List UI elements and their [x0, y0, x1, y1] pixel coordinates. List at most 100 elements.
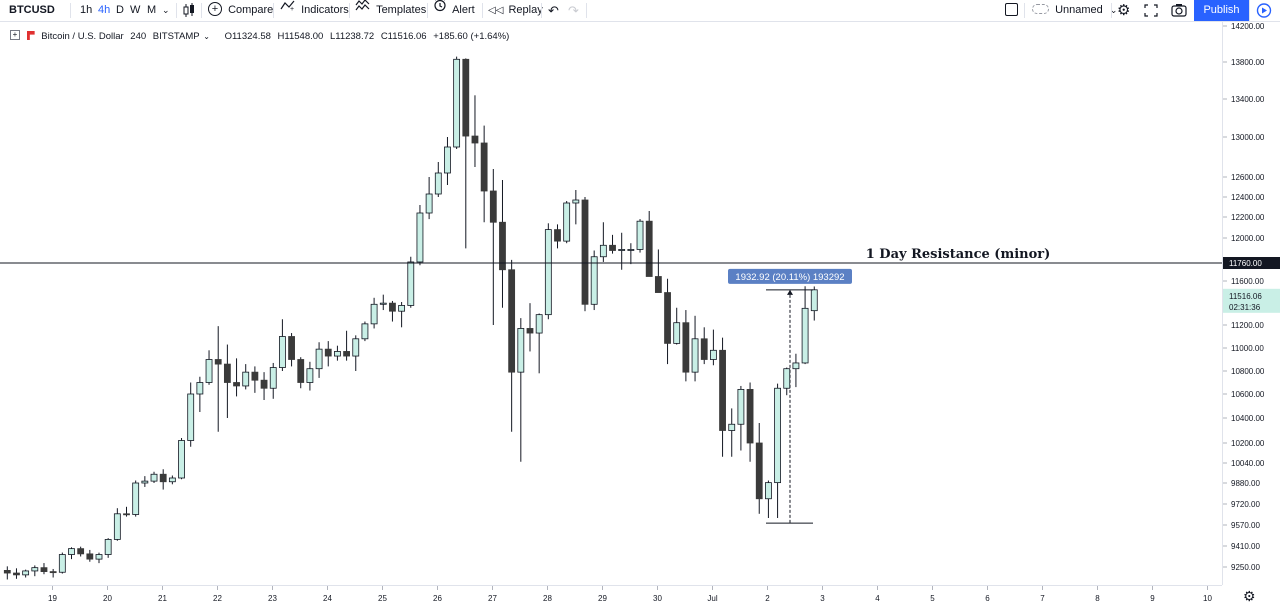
undo-icon[interactable]: ↶ — [548, 3, 559, 18]
candle-body-down — [755, 442, 763, 500]
price-tick-label: 9410.00 — [1231, 542, 1260, 551]
candle-body-down — [581, 199, 589, 305]
candle-body-down — [343, 351, 350, 357]
candle-body-up — [315, 348, 323, 370]
candle-body-up — [774, 387, 781, 484]
candle-body-up — [416, 212, 424, 263]
time-tick-label: 10 — [1203, 594, 1212, 603]
camera-icon[interactable] — [1171, 0, 1187, 21]
candle — [609, 234, 616, 254]
candle — [233, 358, 240, 397]
candle — [554, 224, 561, 249]
candle — [627, 243, 635, 265]
candle — [68, 547, 75, 560]
candle — [242, 364, 250, 390]
candle-body-down — [297, 359, 305, 383]
legend-interval: 240 — [130, 31, 147, 42]
candle-body-down — [508, 269, 516, 373]
interval-d-button[interactable]: D — [116, 4, 124, 16]
time-axis[interactable]: 19 20 21 22 23 24 25 26 27 28 29 30 Jul 2 3 4 5 6 7 8 9 10 — [0, 585, 1222, 607]
toolbar-divider — [70, 3, 71, 18]
candle — [187, 382, 195, 447]
redo-icon[interactable]: ↷ — [568, 3, 579, 18]
candle — [104, 538, 112, 558]
candle-body-down — [3, 570, 11, 574]
indicators-button[interactable]: + Indicators — [280, 0, 349, 21]
candles-group — [3, 56, 818, 580]
candle — [343, 330, 350, 361]
interval-w-button[interactable]: W — [130, 4, 141, 16]
candle-body-up — [58, 554, 66, 573]
fullscreen-icon[interactable] — [1144, 0, 1158, 21]
toolbar-divider — [586, 3, 587, 18]
legend-dropdown-icon[interactable]: ⌄ — [203, 32, 210, 41]
candle — [123, 506, 130, 517]
legend-symbol-title[interactable]: Bitcoin / U.S. Dollar — [41, 31, 124, 42]
time-tick-label: 30 — [653, 594, 662, 603]
time-tick-label: 27 — [488, 594, 497, 603]
candle-body-down — [654, 276, 662, 293]
last-price-tag — [1223, 288, 1280, 313]
candle-body-up — [572, 199, 580, 204]
collapse-legend-icon[interactable]: + — [10, 30, 20, 41]
candle — [691, 315, 699, 382]
candle — [499, 180, 506, 308]
svg-text:+: + — [290, 6, 294, 11]
candle — [581, 197, 589, 312]
candle — [352, 335, 360, 371]
settings-gear-icon[interactable]: ⚙ — [1117, 2, 1131, 19]
price-tick-label: 12400.00 — [1231, 193, 1265, 202]
replay-rewind-icon: ◁◁ — [488, 5, 504, 16]
interval-m-button[interactable]: M — [147, 4, 157, 16]
symbol-search-button[interactable]: BTCUSD — [9, 4, 55, 16]
publish-button[interactable]: Publish — [1194, 0, 1249, 21]
interval-1h-button[interactable]: 1h — [80, 4, 93, 16]
intervals-dropdown-icon[interactable]: ⌄ — [162, 5, 170, 15]
candle-body-up — [636, 220, 644, 250]
candle — [168, 475, 176, 485]
candle — [572, 190, 580, 225]
fullscreen-toggle-icon[interactable] — [1005, 0, 1018, 21]
candle-body-up — [141, 480, 149, 484]
candle — [462, 58, 470, 249]
candle — [471, 95, 479, 167]
time-tick-label: 19 — [48, 594, 57, 603]
candle-body-down — [645, 220, 653, 277]
candle-body-up — [691, 338, 699, 373]
candle — [324, 341, 332, 367]
candle — [205, 350, 213, 385]
candle — [86, 549, 94, 562]
measure-label-bg — [728, 268, 852, 284]
compare-button[interactable]: + Compare — [208, 0, 273, 21]
candle-body-up — [673, 322, 681, 344]
layout-name: Unnamed — [1055, 4, 1103, 16]
cloud-icon — [1032, 4, 1049, 15]
legend-close: C11516.06 — [380, 31, 427, 42]
candle-body-up — [150, 473, 158, 482]
layout-menu-button[interactable]: Unnamed ⌄ — [1032, 0, 1117, 21]
price-axis[interactable]: 14200.00 13800.00 13400.00 13000.00 12600.00… — [1222, 22, 1280, 585]
candle — [370, 297, 378, 329]
candle — [379, 294, 387, 311]
candle — [3, 566, 11, 580]
candle-body-up — [205, 359, 213, 383]
candle-body-up — [22, 570, 30, 576]
interval-4h-button[interactable]: 4h — [98, 4, 111, 16]
candle-body-up — [269, 367, 277, 389]
alert-button[interactable]: Alert — [433, 0, 475, 21]
play-icon — [1256, 3, 1272, 18]
replay-button[interactable]: ◁◁ Replay — [488, 0, 543, 21]
alert-clock-icon — [433, 0, 447, 20]
candle-body-up — [379, 302, 387, 305]
play-button[interactable] — [1249, 0, 1280, 21]
time-tick-label: 21 — [158, 594, 167, 603]
price-tick-label: 9250.00 — [1231, 563, 1260, 572]
candle-body-up — [31, 567, 39, 572]
resistance-price-label: 11760.00 — [1229, 259, 1262, 268]
candle — [645, 211, 653, 277]
chart-type-candles-icon[interactable] — [182, 0, 196, 21]
candle-body-down — [159, 473, 167, 483]
legend-low: L11238.72 — [329, 31, 375, 42]
templates-button[interactable]: Templates — [355, 0, 426, 21]
axis-settings-gear-icon[interactable]: ⚙ — [1243, 588, 1256, 604]
